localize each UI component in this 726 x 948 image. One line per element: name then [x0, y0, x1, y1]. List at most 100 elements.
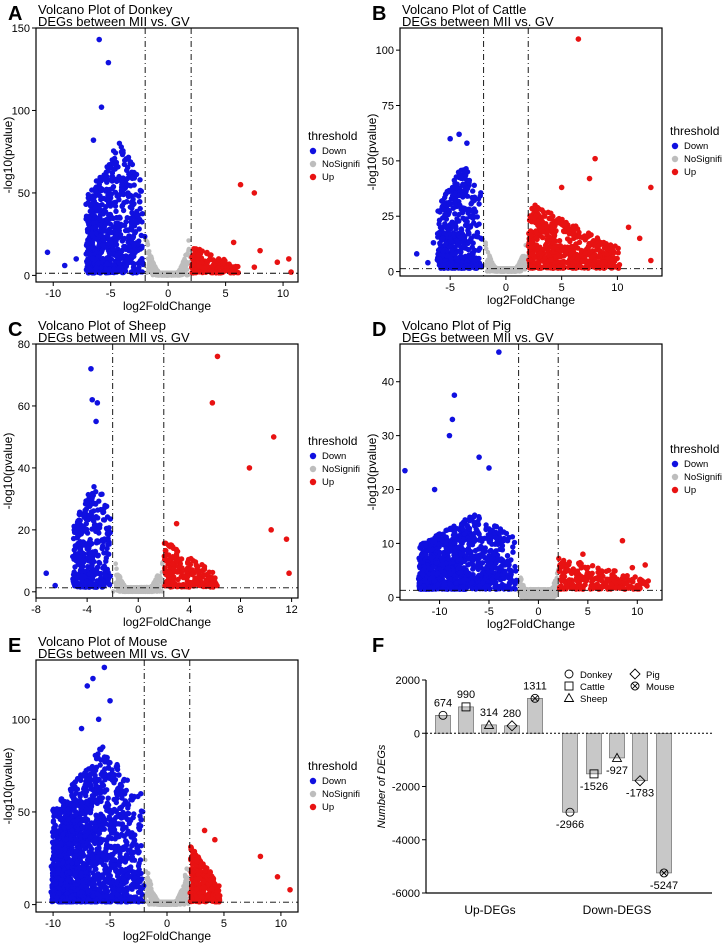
down-point [93, 265, 100, 271]
panel-letter-e: E [8, 635, 21, 657]
down-point [126, 255, 133, 261]
down-point [111, 266, 117, 272]
down-point [477, 245, 483, 251]
up-point [592, 155, 598, 162]
down-point [137, 187, 143, 194]
down-point [442, 194, 448, 201]
nosig-point [147, 259, 152, 265]
up-point [575, 36, 582, 42]
down-point [96, 215, 102, 221]
up-point [551, 264, 557, 271]
down-point [442, 221, 448, 227]
up-point [527, 257, 533, 263]
down-point [116, 173, 122, 180]
down-point [100, 237, 107, 243]
up-point [574, 264, 580, 271]
down-point [449, 247, 455, 253]
down-point [473, 256, 479, 263]
panel-letter-c: C [8, 319, 22, 341]
up-point [565, 225, 571, 231]
up-point [204, 259, 210, 265]
up-point [574, 256, 581, 262]
down-point [476, 201, 482, 207]
down-point [469, 244, 475, 250]
down-point [106, 266, 112, 273]
down-point [119, 203, 125, 209]
down-point [471, 182, 477, 188]
up-point [535, 218, 541, 225]
down-point [85, 195, 92, 201]
nosig-point [148, 255, 154, 260]
x-tick-label: 5 [559, 282, 565, 294]
up-point [257, 247, 263, 254]
up-point [555, 252, 561, 259]
data-points [43, 353, 292, 595]
up-point [615, 250, 621, 256]
down-point [110, 174, 116, 180]
down-point [136, 193, 142, 199]
down-point [440, 252, 446, 259]
down-point [436, 256, 443, 262]
up-point [546, 238, 552, 244]
down-point [116, 214, 123, 220]
up-point [545, 252, 552, 258]
nosig-point [489, 261, 495, 267]
up-point [553, 228, 559, 234]
down-point [436, 221, 442, 227]
plot-title: Volcano Plot of Donkey [38, 2, 173, 17]
legend-title: threshold [670, 124, 719, 138]
up-point [233, 263, 239, 270]
up-points [189, 181, 294, 276]
down-point [107, 240, 114, 246]
down-point [462, 169, 468, 175]
down-point [465, 246, 472, 253]
up-point [586, 175, 593, 182]
down-point [473, 233, 480, 240]
nosig-point [517, 269, 522, 274]
down-point [460, 215, 466, 221]
down-point [92, 224, 99, 231]
up-point [535, 204, 541, 211]
down-point [130, 196, 136, 203]
down-point [425, 259, 431, 266]
up-point [190, 261, 196, 267]
up-point [548, 222, 555, 229]
nosig-point [186, 238, 191, 243]
up-point [566, 231, 573, 237]
down-point [116, 197, 122, 203]
x-tick-label: -10 [45, 288, 61, 300]
down-point [125, 234, 132, 241]
up-point [569, 262, 575, 268]
down-point [465, 225, 472, 231]
up-point [548, 257, 554, 263]
nosig-point [486, 258, 491, 264]
down-point [90, 137, 97, 143]
x-axis-label: log2FoldChange [123, 299, 211, 313]
nosig-point [485, 267, 491, 273]
legend-marker-up [309, 173, 317, 181]
down-point [86, 214, 92, 220]
down-point [104, 255, 111, 261]
up-point [543, 261, 550, 267]
down-point [440, 248, 446, 254]
up-point [613, 264, 619, 270]
down-point [470, 188, 476, 194]
down-point [456, 211, 462, 218]
up-point [542, 254, 548, 261]
up-point [558, 184, 565, 191]
down-point [98, 250, 104, 256]
down-point [466, 230, 472, 236]
x-tick-label: 0 [165, 288, 171, 300]
down-point [474, 229, 481, 236]
nosig-point [173, 271, 179, 277]
up-point [207, 252, 213, 258]
up-point [600, 264, 606, 271]
down-point [441, 214, 448, 220]
up-point [193, 269, 199, 275]
up-point [286, 256, 292, 262]
down-point [105, 59, 112, 66]
down-point [139, 256, 145, 262]
nosig-point [178, 266, 184, 271]
